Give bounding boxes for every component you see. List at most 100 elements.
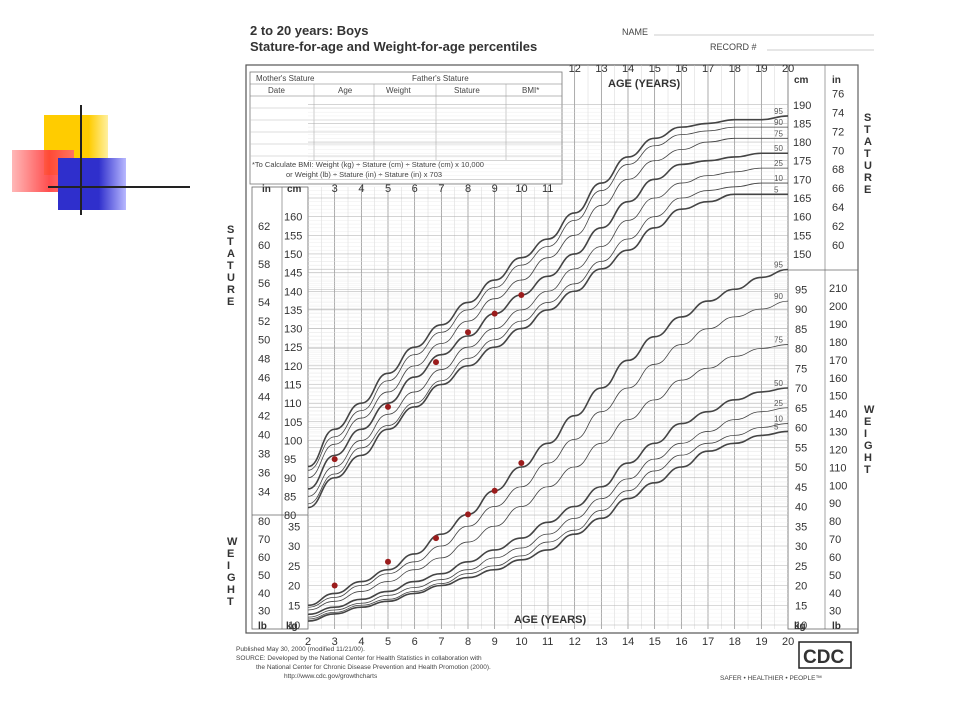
weight-vertical-label-left: H — [227, 584, 235, 596]
weight-lb-tick-right: 90 — [829, 498, 841, 510]
stature-cm-tick-left: 105 — [284, 417, 302, 429]
stature-vertical-label-left: R — [227, 284, 235, 296]
weight-lb-tick-left: 50 — [258, 570, 270, 582]
age-tick-bottom: 7 — [438, 636, 444, 648]
weight-lb-tick-right: 100 — [829, 480, 847, 492]
age-tick-inner: 10 — [515, 183, 527, 195]
weight-lb-tick-left: 40 — [258, 588, 270, 600]
col-age: Age — [338, 86, 353, 95]
age-tick-bottom: 17 — [702, 636, 714, 648]
stature-vertical-label-left: E — [227, 296, 234, 308]
record-table-box — [249, 71, 563, 185]
age-tick-inner: 3 — [332, 183, 338, 195]
weight-vertical-label-left: T — [227, 596, 234, 608]
stature-in-tick-right: 66 — [832, 183, 844, 195]
stature-cm-tick-left: 85 — [284, 491, 296, 503]
weight-kg-tick-left: 35 — [288, 521, 300, 533]
stature-vertical-label-right: R — [864, 172, 872, 184]
footer-source: SOURCE: Developed by the National Center… — [236, 655, 482, 662]
age-tick-top: 14 — [622, 63, 634, 75]
col-bmi: BMI* — [522, 86, 539, 95]
age-tick-top: 12 — [569, 63, 581, 75]
stature-percentile-curve-label: 50 — [774, 144, 783, 153]
weight-lb-tick-left: 60 — [258, 552, 270, 564]
stature-percentile-curve-label: 5 — [774, 185, 779, 194]
weight-kg-tick-left: 30 — [288, 541, 300, 553]
age-tick-bottom: 12 — [569, 636, 581, 648]
stature-percentile-curve-label: 10 — [774, 174, 783, 183]
weight-lb-tick-right: 160 — [829, 373, 847, 385]
name-label: NAME — [622, 27, 648, 37]
decor-vertical-line — [80, 105, 82, 215]
weight-lb-tick-right: 40 — [829, 588, 841, 600]
weight-vertical-label-right: G — [864, 440, 873, 452]
age-tick-bottom: 16 — [675, 636, 687, 648]
age-tick-top: 18 — [729, 63, 741, 75]
stature-in-tick-right: 68 — [832, 164, 844, 176]
age-tick-top: 19 — [755, 63, 767, 75]
weight-lb-tick-right: 170 — [829, 355, 847, 367]
stature-cm-tick-left: 80 — [284, 510, 296, 522]
stature-percentile-curve — [307, 115, 789, 468]
bmi-note-1: *To Calculate BMI: Weight (kg) ÷ Stature… — [252, 160, 484, 169]
age-years-top-label: AGE (YEARS) — [608, 78, 680, 90]
stature-cm-tick-left: 90 — [284, 473, 296, 485]
weight-kg-tick-right: 70 — [795, 383, 807, 395]
cdc-tagline: SAFER • HEALTHIER • PEOPLE™ — [720, 675, 822, 682]
age-tick-bottom: 15 — [649, 636, 661, 648]
age-tick-bottom: 8 — [465, 636, 471, 648]
age-tick-top: 16 — [675, 63, 687, 75]
age-tick-inner: 6 — [412, 183, 418, 195]
age-tick-inner: 4 — [358, 183, 364, 195]
stature-in-tick-right: 76 — [832, 88, 844, 100]
weight-lb-tick-right: 30 — [829, 606, 841, 618]
weight-lb-tick-right: 50 — [829, 570, 841, 582]
age-tick-bottom: 11 — [542, 636, 553, 648]
cdc-logo-box — [798, 641, 852, 669]
weight-vertical-label-right: E — [864, 416, 871, 428]
stature-cm-tick-right: 170 — [793, 174, 811, 186]
stature-percentile-curve — [307, 152, 788, 490]
col-date: Date — [268, 86, 285, 95]
weight-lb-tick-right: 180 — [829, 337, 847, 349]
age-tick-inner: 7 — [438, 183, 444, 195]
stature-in-tick-right: 62 — [832, 221, 844, 233]
stature-data-point — [433, 359, 439, 366]
weight-kg-tick-right: 30 — [795, 541, 807, 553]
weight-lb-tick-left: 30 — [258, 606, 270, 618]
weight-data-point — [465, 511, 471, 518]
unit-lb-left: lb — [258, 621, 267, 632]
weight-percentile-curve — [307, 407, 789, 618]
weight-percentile-curve — [307, 387, 789, 616]
footer-published: Published May 30, 2000 (modified 11/21/0… — [236, 646, 365, 653]
weight-kg-tick-right: 90 — [795, 304, 807, 316]
decor-horizontal-line — [48, 186, 190, 188]
weight-lb-tick-right: 140 — [829, 409, 847, 421]
stature-cm-tick-left: 150 — [284, 249, 302, 261]
stature-in-tick-left: 60 — [258, 240, 270, 252]
age-tick-bottom: 4 — [358, 636, 364, 648]
age-tick-bottom: 2 — [305, 636, 311, 648]
stature-cm-tick-left: 110 — [284, 398, 302, 410]
weight-kg-tick-right: 80 — [795, 344, 807, 356]
weight-kg-tick-right: 50 — [795, 462, 807, 474]
weight-percentile-curve-label: 75 — [774, 336, 783, 345]
growth-chart-svg: 2 to 20 years: Boys Stature-for-age and … — [227, 23, 875, 682]
weight-vertical-label-right: H — [864, 452, 872, 464]
stature-cm-tick-left: 140 — [284, 286, 302, 298]
stature-in-tick-left: 50 — [258, 335, 270, 347]
weight-lb-tick-left: 80 — [258, 516, 270, 528]
age-tick-inner: 5 — [385, 183, 391, 195]
col-weight: Weight — [386, 86, 412, 95]
weight-percentile-curve-label: 90 — [774, 292, 783, 301]
stature-percentile-curve — [307, 167, 788, 497]
record-label: RECORD # — [710, 42, 757, 52]
weight-kg-tick-right: 10 — [795, 620, 807, 632]
weight-kg-tick-right: 15 — [795, 600, 807, 612]
age-tick-bottom: 5 — [385, 636, 391, 648]
unit-lb-right: lb — [832, 621, 841, 632]
stature-percentile-curve — [307, 193, 788, 509]
stature-data-point — [385, 403, 391, 410]
stature-percentile-curve — [307, 137, 788, 479]
weight-percentile-curve — [307, 300, 789, 608]
